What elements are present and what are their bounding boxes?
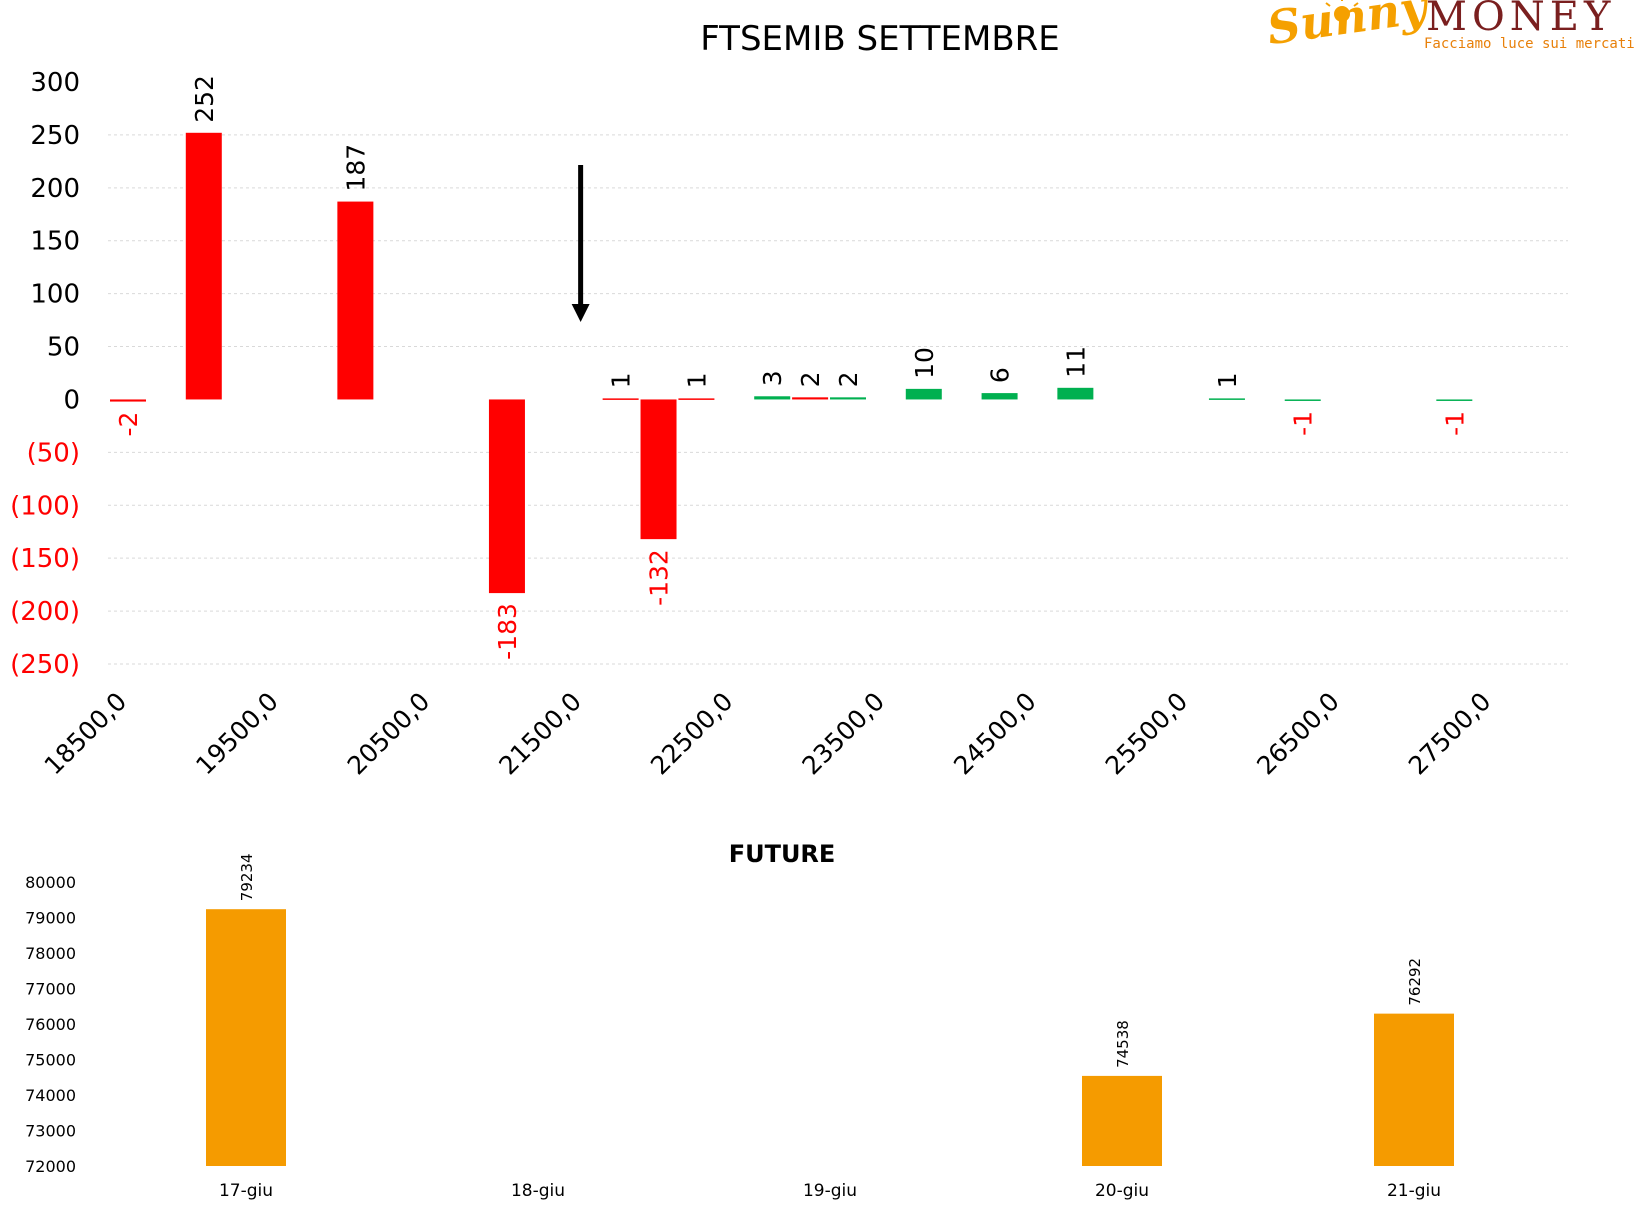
y-tick-label: 250 (30, 121, 80, 151)
x-tick-label: 18500,0 (39, 687, 133, 781)
bar (206, 909, 286, 1166)
ftsemib-chart-title: FTSEMIB SETTEMBRE (700, 19, 1060, 59)
y-tick-label: 100 (30, 280, 80, 310)
logo-tagline: Facciamo luce sui mercati (1424, 36, 1635, 52)
y-tick-label: 77000 (25, 980, 76, 999)
x-tick-label: 18-giu (511, 1181, 565, 1201)
data-label: -183 (493, 603, 522, 660)
future-chart-title: FUTURE (729, 840, 836, 868)
data-label: 1 (682, 372, 711, 388)
down-arrow-icon (571, 165, 590, 322)
bar (1284, 399, 1321, 401)
logo-script-text: Sunny (1264, 0, 1433, 55)
bar (185, 132, 222, 400)
bar (1208, 398, 1245, 400)
x-tick-label: 20500,0 (342, 687, 436, 781)
future-x-axis: 17-giu 18-giu 19-giu 20-giu 21-giu (219, 1181, 1441, 1201)
data-label: 79234 (238, 853, 256, 901)
y-tick-label: (200) (10, 597, 80, 627)
ftsemib-x-axis: 18500,0 19500,0 20500,0 21500,0 22500,0 23500… (39, 687, 1497, 781)
data-label: 187 (341, 144, 370, 192)
x-tick-label: 21500,0 (493, 687, 587, 781)
bar (640, 399, 677, 540)
ftsemib-y-axis: 300 250 200 150 100 50 0 (50) (100) (150) (200) (25… (10, 68, 80, 680)
y-tick-label: 300 (30, 68, 80, 98)
bar (905, 388, 942, 400)
y-tick-label: (50) (27, 438, 80, 468)
x-tick-label: 22500,0 (645, 687, 739, 781)
bar (1057, 387, 1094, 400)
x-tick-label: 21-giu (1387, 1181, 1441, 1201)
x-tick-label: 27500,0 (1403, 687, 1497, 781)
data-label: 1 (1213, 372, 1242, 388)
data-label: 1 (607, 372, 636, 388)
y-tick-label: (150) (10, 544, 80, 574)
bar (754, 396, 791, 400)
bar (1436, 399, 1473, 401)
sun-icon (1325, 0, 1359, 22)
data-label: 76292 (1406, 958, 1424, 1006)
x-tick-label: 19-giu (803, 1181, 857, 1201)
y-tick-label: 79000 (25, 909, 76, 928)
arrow-head (571, 304, 590, 322)
y-tick-label: 73000 (25, 1122, 76, 1141)
y-tick-label: (250) (10, 650, 80, 680)
y-tick-label: 74000 (25, 1086, 76, 1105)
bar (110, 399, 146, 402)
data-label: 74538 (1114, 1020, 1132, 1068)
y-tick-label: (100) (10, 491, 80, 521)
data-label: 10 (910, 347, 939, 379)
bar (1374, 1013, 1454, 1166)
data-label: -1 (1440, 411, 1469, 436)
future-chart: FUTURE 80000 79000 78000 77000 76000 75000 740… (25, 840, 1454, 1201)
ftsemib-bars (110, 132, 1473, 594)
data-label: -1 (1289, 411, 1318, 436)
data-label: 2 (796, 371, 825, 387)
data-label: 252 (190, 75, 219, 123)
bar (337, 201, 374, 400)
bar (981, 393, 1018, 400)
ftsemib-chart: FTSEMIB SETTEMBRE 300 250 200 150 100 50 0 (50)… (10, 19, 1568, 780)
x-tick-label: 19500,0 (190, 687, 284, 781)
x-tick-label: 25500,0 (1100, 687, 1194, 781)
bar (602, 398, 639, 400)
data-label: 11 (1061, 346, 1090, 378)
bar (830, 397, 866, 400)
y-tick-label: 76000 (25, 1015, 76, 1034)
data-label: 3 (758, 370, 787, 386)
y-tick-label: 72000 (25, 1157, 76, 1176)
y-tick-label: 0 (63, 385, 80, 415)
y-tick-label: 75000 (25, 1051, 76, 1070)
sunny-money-logo: Sunny MONEY Facciamo luce sui mercati (1264, 0, 1635, 55)
future-y-axis: 80000 79000 78000 77000 76000 75000 74000 73000… (25, 873, 76, 1176)
logo-word-text: MONEY (1426, 0, 1615, 40)
y-tick-label: 200 (30, 174, 80, 204)
x-tick-label: 23500,0 (797, 687, 891, 781)
bar (488, 399, 525, 594)
bar (792, 397, 829, 400)
x-tick-label: 26500,0 (1251, 687, 1345, 781)
bar (1082, 1075, 1162, 1166)
data-label: -2 (114, 412, 143, 437)
y-tick-label: 78000 (25, 944, 76, 963)
y-tick-label: 80000 (25, 873, 76, 892)
x-tick-label: 17-giu (219, 1181, 273, 1201)
y-tick-label: 50 (47, 333, 80, 363)
x-tick-label: 20-giu (1095, 1181, 1149, 1201)
data-label: 6 (986, 367, 1015, 383)
x-tick-label: 24500,0 (948, 687, 1042, 781)
y-tick-label: 150 (30, 227, 80, 257)
data-label: 2 (834, 371, 863, 387)
bar (678, 398, 715, 400)
future-data-labels: 79234 74538 76292 (238, 853, 1424, 1067)
future-bars (206, 909, 1454, 1166)
data-label: -132 (645, 549, 674, 606)
